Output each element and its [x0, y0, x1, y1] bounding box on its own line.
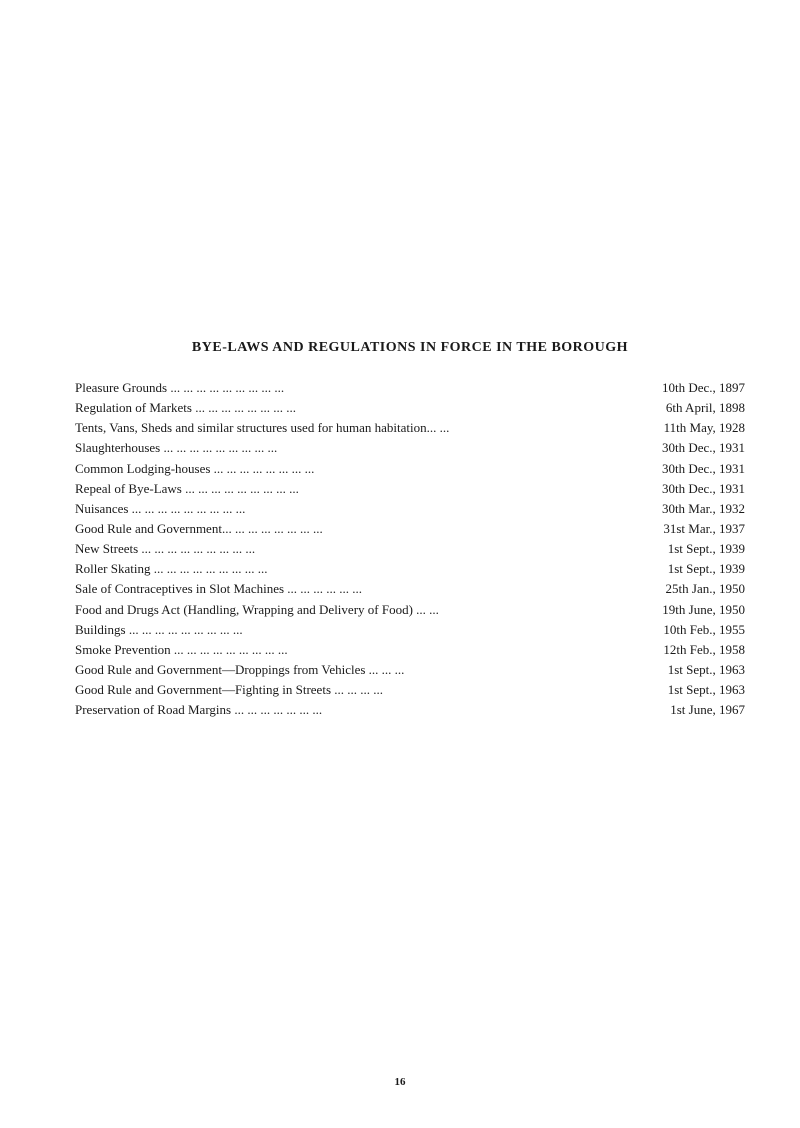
entry-date: 30th Dec., 1931	[644, 479, 745, 499]
entry-date: 1st Sept., 1939	[650, 559, 745, 579]
list-item: Smoke Prevention ... ... ... ... ... ...…	[75, 640, 745, 660]
list-item: Preservation of Road Margins ... ... ...…	[75, 700, 745, 720]
entry-label: Good Rule and Government—Fighting in Str…	[75, 680, 383, 700]
list-item: Common Lodging-houses ... ... ... ... ..…	[75, 459, 745, 479]
list-item: Sale of Contraceptives in Slot Machines …	[75, 579, 745, 599]
list-item: Slaughterhouses ... ... ... ... ... ... …	[75, 438, 745, 458]
entry-label: New Streets ... ... ... ... ... ... ... …	[75, 539, 255, 559]
list-item: New Streets ... ... ... ... ... ... ... …	[75, 539, 745, 559]
entry-date: 1st Sept., 1963	[650, 660, 745, 680]
entry-label: Roller Skating ... ... ... ... ... ... .…	[75, 559, 267, 579]
entry-label: Nuisances ... ... ... ... ... ... ... ..…	[75, 499, 245, 519]
entry-date: 6th April, 1898	[648, 398, 745, 418]
entry-label: Food and Drugs Act (Handling, Wrapping a…	[75, 600, 439, 620]
list-item: Regulation of Markets ... ... ... ... ..…	[75, 398, 745, 418]
list-item: Buildings ... ... ... ... ... ... ... ..…	[75, 620, 745, 640]
entry-label: Regulation of Markets ... ... ... ... ..…	[75, 398, 296, 418]
entry-label: Common Lodging-houses ... ... ... ... ..…	[75, 459, 314, 479]
list-item: Good Rule and Government—Fighting in Str…	[75, 680, 745, 700]
list-item: Pleasure Grounds ... ... ... ... ... ...…	[75, 378, 745, 398]
entry-label: Sale of Contraceptives in Slot Machines …	[75, 579, 362, 599]
entry-date: 10th Dec., 1897	[644, 378, 745, 398]
entry-label: Good Rule and Government... ... ... ... …	[75, 519, 323, 539]
page-number: 16	[395, 1076, 406, 1088]
entry-date: 11th May, 1928	[646, 418, 745, 438]
entry-date: 12th Feb., 1958	[645, 640, 745, 660]
entry-label: Tents, Vans, Sheds and similar structure…	[75, 418, 449, 438]
entry-date: 30th Mar., 1932	[644, 499, 745, 519]
entry-date: 31st Mar., 1937	[645, 519, 745, 539]
entry-date: 30th Dec., 1931	[644, 459, 745, 479]
entries-list: Pleasure Grounds ... ... ... ... ... ...…	[75, 378, 745, 720]
list-item: Tents, Vans, Sheds and similar structure…	[75, 418, 745, 438]
entry-label: Buildings ... ... ... ... ... ... ... ..…	[75, 620, 243, 640]
entry-date: 30th Dec., 1931	[644, 438, 745, 458]
entry-label: Good Rule and Government—Droppings from …	[75, 660, 404, 680]
entry-date: 1st Sept., 1963	[650, 680, 745, 700]
entry-label: Slaughterhouses ... ... ... ... ... ... …	[75, 438, 277, 458]
entry-date: 25th Jan., 1950	[648, 579, 745, 599]
entry-date: 1st Sept., 1939	[650, 539, 745, 559]
list-item: Good Rule and Government—Droppings from …	[75, 660, 745, 680]
list-item: Food and Drugs Act (Handling, Wrapping a…	[75, 600, 745, 620]
entry-date: 1st June, 1967	[652, 700, 745, 720]
list-item: Good Rule and Government... ... ... ... …	[75, 519, 745, 539]
entry-date: 10th Feb., 1955	[645, 620, 745, 640]
list-item: Roller Skating ... ... ... ... ... ... .…	[75, 559, 745, 579]
entry-label: Preservation of Road Margins ... ... ...…	[75, 700, 322, 720]
entry-label: Repeal of Bye-Laws ... ... ... ... ... .…	[75, 479, 299, 499]
entry-label: Smoke Prevention ... ... ... ... ... ...…	[75, 640, 288, 660]
list-item: Nuisances ... ... ... ... ... ... ... ..…	[75, 499, 745, 519]
page-title: BYE-LAWS AND REGULATIONS IN FORCE IN THE…	[75, 340, 745, 356]
document-page: BYE-LAWS AND REGULATIONS IN FORCE IN THE…	[0, 0, 800, 780]
entry-label: Pleasure Grounds ... ... ... ... ... ...…	[75, 378, 284, 398]
list-item: Repeal of Bye-Laws ... ... ... ... ... .…	[75, 479, 745, 499]
entry-date: 19th June, 1950	[644, 600, 745, 620]
